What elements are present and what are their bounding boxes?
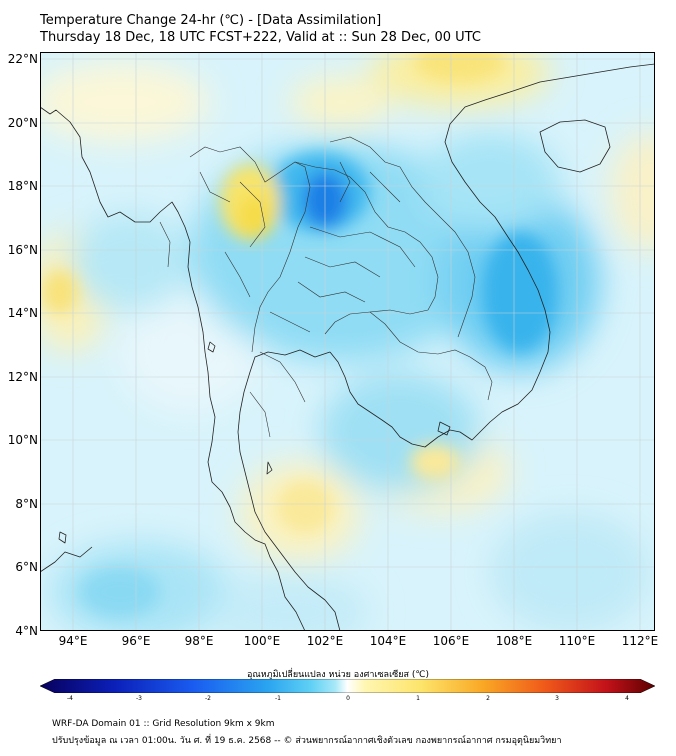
colorbar-tick-1: 1 <box>416 695 420 702</box>
colorbar-tick-4: 4 <box>625 695 629 702</box>
colorbar-tick-0: 0 <box>346 695 350 702</box>
colorbar-tick-neg1: -1 <box>275 695 281 702</box>
colorbar-tick-neg2: -2 <box>205 695 211 702</box>
borders <box>159 136 493 438</box>
title-line-1: Temperature Change 24-hr (℃) - [Data Ass… <box>40 13 382 28</box>
colorbar-title: อุณหภูมิเปลี่ยนแปลง หน่วย องศาเซลเซียส (… <box>246 670 430 680</box>
lat-label-10n: 10°N <box>7 433 38 447</box>
colorbar-tick-3: 3 <box>555 695 559 702</box>
coastlines <box>40 63 655 631</box>
lat-label-16n: 16°N <box>7 243 38 257</box>
footer-model-info: WRF-DA Domain 01 :: Grid Resolution 9km … <box>52 719 275 729</box>
lon-label-110e: 110°E <box>558 634 596 648</box>
colorbar-tick-neg4: -4 <box>67 695 73 702</box>
colorbar-tick-2: 2 <box>486 695 490 702</box>
colorbar-tick-neg3: -3 <box>136 695 142 702</box>
colorbar <box>40 679 655 693</box>
title-line-2: Thursday 18 Dec, 18 UTC FCST+222, Valid … <box>40 30 481 45</box>
lon-label-96e: 96°E <box>121 634 151 648</box>
lat-label-4n: 4°N <box>15 624 38 638</box>
lat-label-12n: 12°N <box>7 370 38 384</box>
lon-label-112e: 112°E <box>621 634 659 648</box>
lon-label-102e: 102°E <box>306 634 344 648</box>
lat-label-14n: 14°N <box>7 306 38 320</box>
lon-label-94e: 94°E <box>58 634 88 648</box>
lon-label-104e: 104°E <box>369 634 407 648</box>
lat-label-8n: 8°N <box>15 497 38 511</box>
lat-label-22n: 22°N <box>7 52 38 66</box>
lat-label-20n: 20°N <box>7 116 38 130</box>
lat-label-6n: 6°N <box>15 560 38 574</box>
lon-label-100e: 100°E <box>243 634 281 648</box>
map-title: Temperature Change 24-hr (℃) - [Data Ass… <box>40 12 481 46</box>
temperature-change-map[interactable] <box>40 52 655 631</box>
lat-label-18n: 18°N <box>7 179 38 193</box>
lon-label-108e: 108°E <box>495 634 533 648</box>
map-frame <box>40 52 655 631</box>
gridlines <box>40 52 655 631</box>
footer-credit: ปรับปรุงข้อมูล ณ เวลา 01:00น. วัน ศ. ที่… <box>52 736 562 746</box>
lon-label-98e: 98°E <box>184 634 214 648</box>
lon-label-106e: 106°E <box>432 634 470 648</box>
